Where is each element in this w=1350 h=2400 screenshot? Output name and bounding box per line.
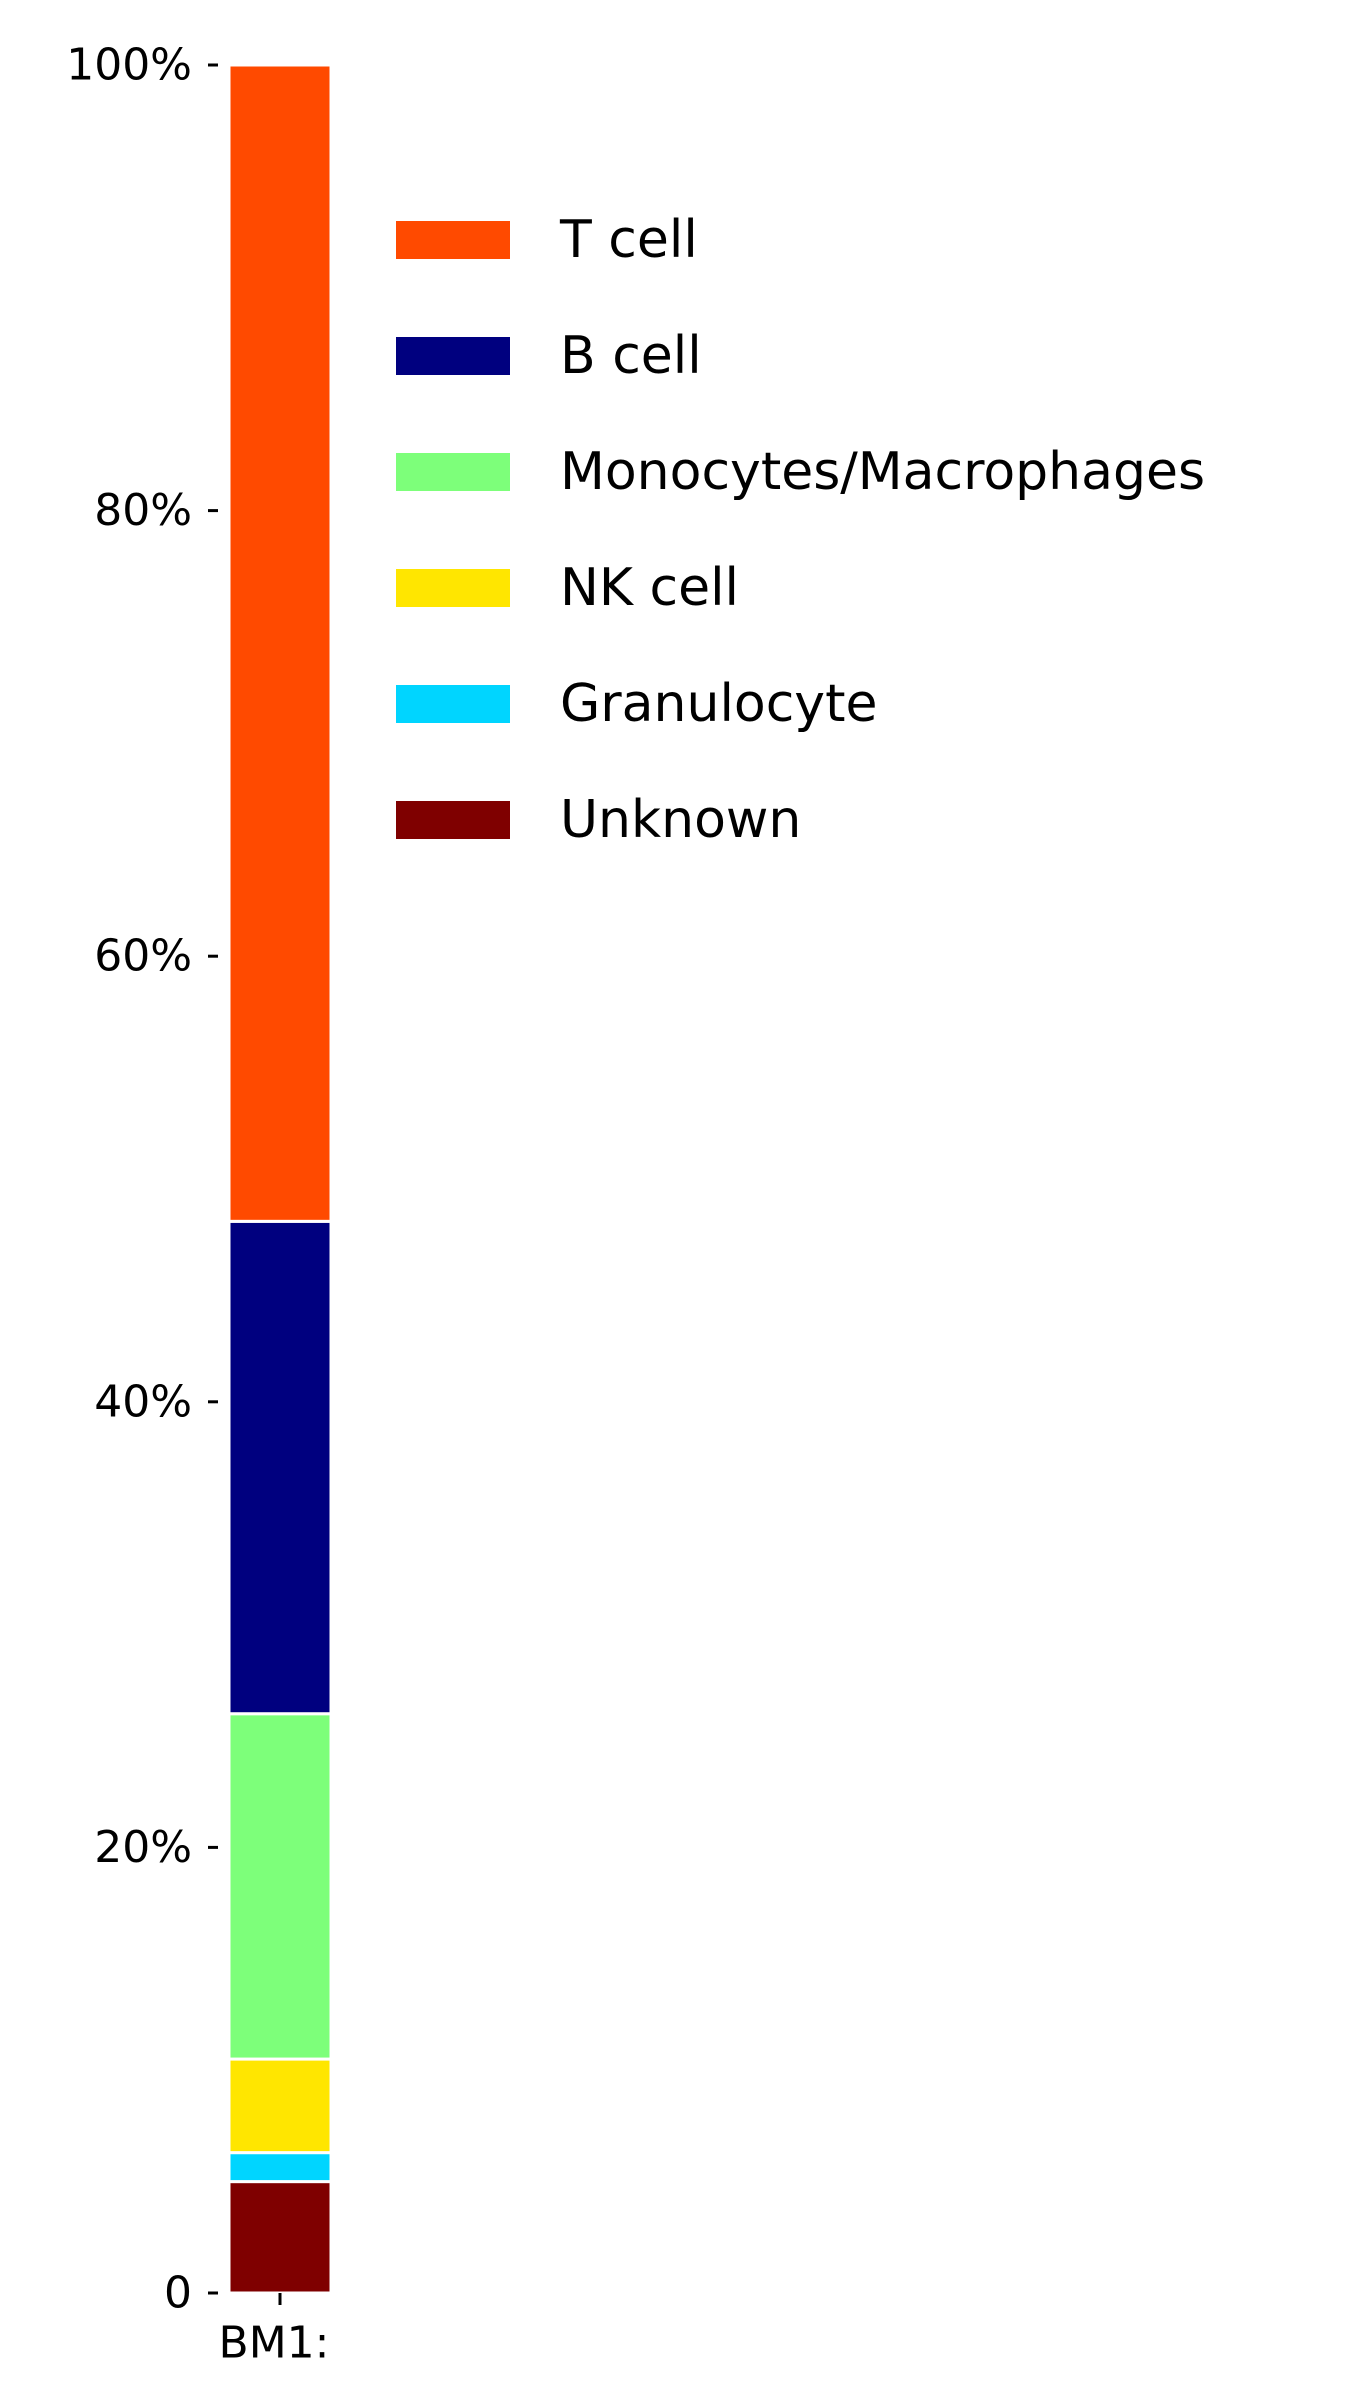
bar-segment-granulocyte	[227, 2151, 333, 2184]
legend-swatch-unknown	[396, 801, 510, 839]
y-tick-label: 60%	[94, 931, 192, 982]
bar-segment-nk-cell	[227, 2057, 333, 2155]
y-tick-label: 80%	[94, 485, 192, 536]
legend-swatch-t-cell	[396, 221, 510, 259]
bar-segment-b-cell	[227, 1219, 333, 1716]
legend-swatch-granulocyte	[396, 685, 510, 723]
legend-label-granulocyte: Granulocyte	[560, 674, 877, 734]
legend: T cell B cell Monocytes/Macrophages NK cell…	[396, 210, 1205, 850]
legend-swatch-monocytes-macrophages	[396, 453, 510, 491]
bar-segment-monocytes-macrophages	[227, 1712, 333, 2061]
x-tick-label: BM1:	[219, 2318, 330, 2369]
y-tick-label: 100%	[66, 40, 192, 91]
legend-label-t-cell: T cell	[559, 210, 698, 270]
legend-label-monocytes-macrophages: Monocytes/Macrophages	[560, 442, 1205, 502]
legend-label-nk-cell: NK cell	[560, 558, 739, 618]
bars-layer	[227, 63, 333, 2295]
legend-label-b-cell: B cell	[560, 326, 702, 386]
y-tick-label: 0	[164, 2268, 192, 2319]
bar-segment-unknown	[227, 2180, 333, 2295]
y-tick-label: 20%	[94, 1822, 192, 1873]
bar-segment-t-cell	[227, 63, 333, 1223]
legend-label-unknown: Unknown	[560, 790, 801, 850]
legend-swatch-nk-cell	[396, 569, 510, 607]
legend-swatch-b-cell	[396, 337, 510, 375]
y-axis: 0 20% 40% 60% 80% 100%	[66, 40, 218, 2319]
x-axis: BM1:	[219, 2293, 330, 2369]
y-tick-label: 40%	[94, 1376, 192, 1427]
